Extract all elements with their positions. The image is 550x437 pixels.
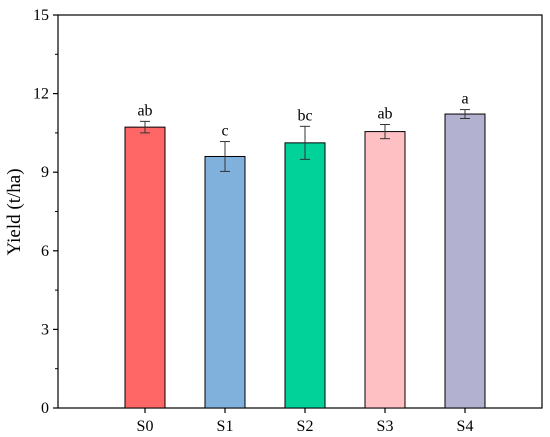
bar-series <box>124 113 486 409</box>
y-tick-label: 6 <box>41 243 49 260</box>
y-tick-label: 9 <box>41 164 49 181</box>
x-tick-label: S2 <box>297 418 314 435</box>
y-tick-label: 12 <box>33 86 49 103</box>
x-axis: S0 S1 S2 S3 S4 <box>137 408 474 435</box>
bar-s3 <box>364 131 406 409</box>
x-tick-label: S1 <box>217 418 234 435</box>
significance-letter: a <box>461 91 468 108</box>
significance-letter: ab <box>377 106 392 123</box>
x-tick-label: S4 <box>457 418 474 435</box>
significance-letter: bc <box>297 107 312 124</box>
significance-letter: ab <box>137 102 152 119</box>
y-axis-title: Yield (t/ha) <box>4 168 25 255</box>
y-tick-label: 0 <box>41 400 49 417</box>
y-axis: 0 3 6 9 12 15 <box>33 7 58 417</box>
significance-letter: c <box>221 123 228 140</box>
error-bars <box>140 109 470 172</box>
y-tick-label: 15 <box>33 7 49 24</box>
x-tick-label: S3 <box>377 418 394 435</box>
x-tick-label: S0 <box>137 418 154 435</box>
bar-s1 <box>204 155 246 409</box>
bar-s0 <box>124 126 166 409</box>
significance-labels: ab c bc ab a <box>137 91 468 140</box>
y-tick-label: 3 <box>41 321 49 338</box>
bar-s4 <box>444 113 486 409</box>
bar-s2 <box>284 142 326 409</box>
